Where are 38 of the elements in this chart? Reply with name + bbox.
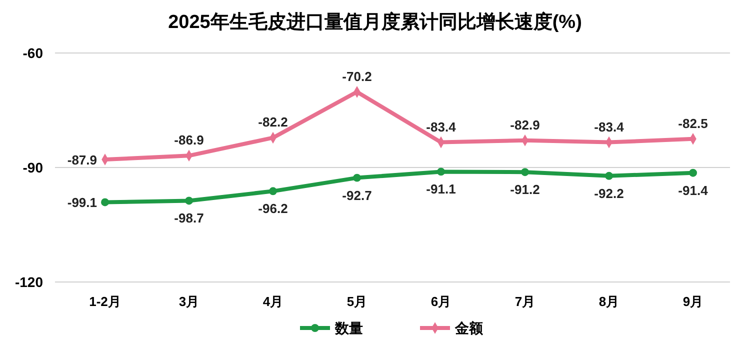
data-label: -83.4 [426,119,457,134]
data-label: -70.2 [342,68,372,84]
point [605,172,613,180]
data-label: -82.5 [678,116,708,131]
x-tick-label: 1-2月 [89,294,121,309]
x-tick-label: 7月 [514,294,536,309]
point [689,168,697,177]
data-label: -91.2 [510,182,540,198]
point [521,168,529,176]
data-label: -92.7 [342,188,372,203]
x-tick-label: 4月 [262,294,284,309]
point [101,198,109,206]
data-label: -92.2 [594,186,624,201]
data-label: -96.2 [258,201,288,216]
data-label: -83.4 [594,119,625,134]
point [269,187,277,196]
x-tick-label: 3月 [178,294,200,309]
point [185,196,193,205]
x-tick-label: 8月 [598,294,620,309]
legend-label: 金额 [454,320,484,336]
data-label: -91.4 [678,182,709,198]
chart-title: 2025年生毛皮进口量值月度累计同比增长速度(%) [168,11,582,33]
point [353,174,361,182]
data-label: -82.2 [258,114,288,130]
data-label: -86.9 [174,132,204,148]
legend-label: 数量 [334,320,363,336]
y-tick-label: -120 [14,274,44,290]
data-label: -99.1 [67,195,97,210]
data-label: -82.9 [510,117,540,132]
data-label: -98.7 [174,210,204,226]
data-label: -91.1 [426,182,456,197]
x-tick-label: 9月 [682,294,704,309]
x-tick-label: 6月 [430,294,452,309]
data-label: -87.9 [67,152,97,168]
point [437,168,445,176]
y-tick-label: -90 [22,160,44,176]
y-tick-label: -60 [22,45,44,61]
x-tick-label: 5月 [346,294,368,309]
